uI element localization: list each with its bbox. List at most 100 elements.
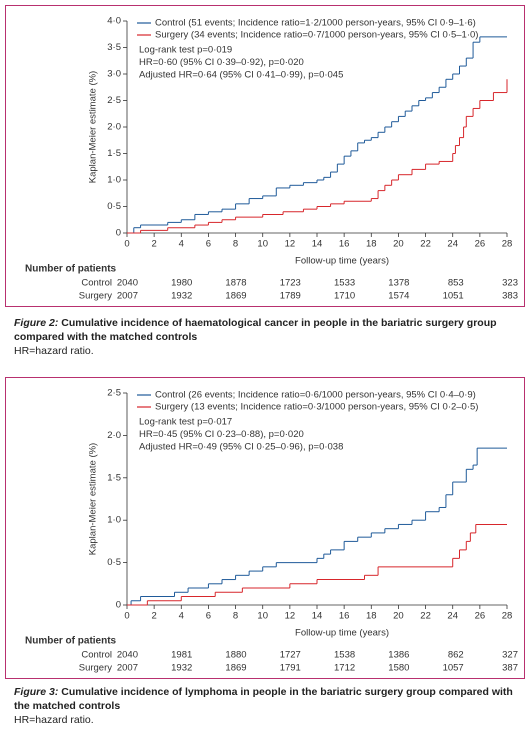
legend-label: Surgery (13 events; Incidence ratio=0·3/… [155,402,478,413]
x-tick-label: 10 [257,239,268,250]
risk-title: Number of patients [25,264,117,275]
x-tick-label: 2 [151,611,156,622]
y-tick-label: 2·5 [107,388,121,399]
risk-value: 2040 [117,650,138,661]
risk-title: Number of patients [25,636,117,647]
annotation: HR=0·45 (95% CI 0·23–0·88), p=0·020 [139,429,304,440]
risk-value: 2007 [117,663,138,674]
risk-value: 387 [502,663,518,674]
legend-label: Surgery (34 events; Incidence ratio=0·7/… [155,30,478,41]
x-tick-label: 0 [124,611,129,622]
x-tick-label: 28 [502,611,513,622]
y-tick-label: 0 [116,228,121,239]
x-tick-label: 18 [366,611,377,622]
y-tick-label: 0·5 [107,557,121,568]
risk-row-label: Surgery [79,291,113,302]
x-tick-label: 20 [393,239,404,250]
annotation: Log-rank test p=0·017 [139,417,232,428]
risk-value: 1791 [280,663,301,674]
chart: 00·51·01·52·02·53·03·54·00 2 4 6 8 10 12 14 16 18… [25,16,518,302]
y-tick-label: 2·5 [107,95,121,106]
chart: 00·51·01·52·02·50 2 4 6 8 10 12 14 16 18 20 22 24 26 2… [25,388,518,674]
x-tick-label: 6 [206,239,211,250]
annotation: Log-rank test p=0·019 [139,45,232,56]
risk-value: 1723 [280,278,301,289]
risk-value: 1880 [225,650,246,661]
y-tick-label: 2·0 [107,430,121,441]
caption: Figure 2: Cumulative incidence of haemat… [14,316,519,344]
risk-row-label: Surgery [79,663,113,674]
x-tick-label: 28 [502,239,513,250]
annotation: Adjusted HR=0·49 (95% CI 0·25–0·96), p=0… [139,442,343,453]
annotation: Adjusted HR=0·64 (95% CI 0·41–0·99), p=0… [139,70,343,81]
x-tick-label: 8 [233,611,238,622]
x-tick-label: 14 [312,611,323,622]
figure: 0 0·5 1·0 1·5 2·0 2·5 3·0 3·5 4·0 0 2 4 6 8 10 12 14 16 18… [5,5,525,307]
x-tick-label: 12 [285,611,296,622]
x-tick-label: 16 [339,611,350,622]
risk-value: 323 [502,278,518,289]
risk-value: 853 [448,278,464,289]
x-tick-label: 18 [366,239,377,250]
risk-value: 1574 [388,291,409,302]
y-tick-label: 1·5 [107,472,121,483]
y-tick-label: 0·5 [107,201,121,212]
risk-value: 1538 [334,650,355,661]
risk-value: 1533 [334,278,355,289]
risk-row-label: Control [81,650,112,661]
risk-value: 1712 [334,663,355,674]
y-tick-label: 1·0 [107,515,121,526]
caption-label: Figure 2: [14,317,59,329]
x-axis-label: Follow-up time (years) [295,256,389,267]
y-tick-label: 1·0 [107,175,121,186]
risk-value: 862 [448,650,464,661]
x-tick-label: 26 [475,611,486,622]
x-tick-label: 12 [285,239,296,250]
y-tick-label: 1·5 [107,148,121,159]
x-tick-label: 24 [447,239,458,250]
risk-value: 1789 [280,291,301,302]
annotation: HR=0·60 (95% CI 0·39–0·92), p=0·020 [139,57,304,68]
risk-value: 1378 [388,278,409,289]
risk-value: 1932 [171,291,192,302]
x-tick-label: 22 [420,611,431,622]
caption-label: Figure 3: [14,686,59,698]
caption: Figure 3: Cumulative incidence of lympho… [14,685,519,713]
x-tick-label: 4 [179,611,184,622]
y-tick-label: 3·5 [107,42,121,53]
risk-value: 1710 [334,291,355,302]
risk-value: 1580 [388,663,409,674]
risk-value: 1878 [225,278,246,289]
risk-value: 1386 [388,650,409,661]
figure: 0 0·5 1·0 1·5 2·0 2·5 0 2 4 6 8 10 12 14 16 18 20 22 24 26 2… [5,377,525,679]
risk-value: 2040 [117,278,138,289]
risk-value: 1981 [171,650,192,661]
y-tick-label: 4·0 [107,16,121,27]
x-tick-label: 4 [179,239,184,250]
x-tick-label: 22 [420,239,431,250]
risk-value: 1869 [225,663,246,674]
risk-row-label: Control [81,278,112,289]
x-tick-label: 24 [447,611,458,622]
x-tick-label: 0 [124,239,129,250]
y-axis-label: Kaplan-Meier estimate (%) [88,443,99,555]
y-axis-label: Kaplan-Meier estimate (%) [88,71,99,183]
risk-value: 1869 [225,291,246,302]
x-tick-label: 14 [312,239,323,250]
caption-text: Cumulative incidence of lymphoma in peop… [14,686,513,712]
y-tick-label: 0 [116,600,121,611]
x-tick-label: 6 [206,611,211,622]
risk-value: 327 [502,650,518,661]
risk-value: 1980 [171,278,192,289]
y-tick-label: 2·0 [107,122,121,133]
x-tick-label: 2 [151,239,156,250]
legend-label: Control (51 events; Incidence ratio=1·2/… [155,18,476,29]
legend-label: Control (26 events; Incidence ratio=0·6/… [155,390,476,401]
x-axis-label: Follow-up time (years) [295,628,389,639]
x-tick-label: 8 [233,239,238,250]
note: HR=hazard ratio. [14,345,94,357]
risk-value: 1057 [443,663,464,674]
risk-value: 1932 [171,663,192,674]
note: HR=hazard ratio. [14,714,94,726]
